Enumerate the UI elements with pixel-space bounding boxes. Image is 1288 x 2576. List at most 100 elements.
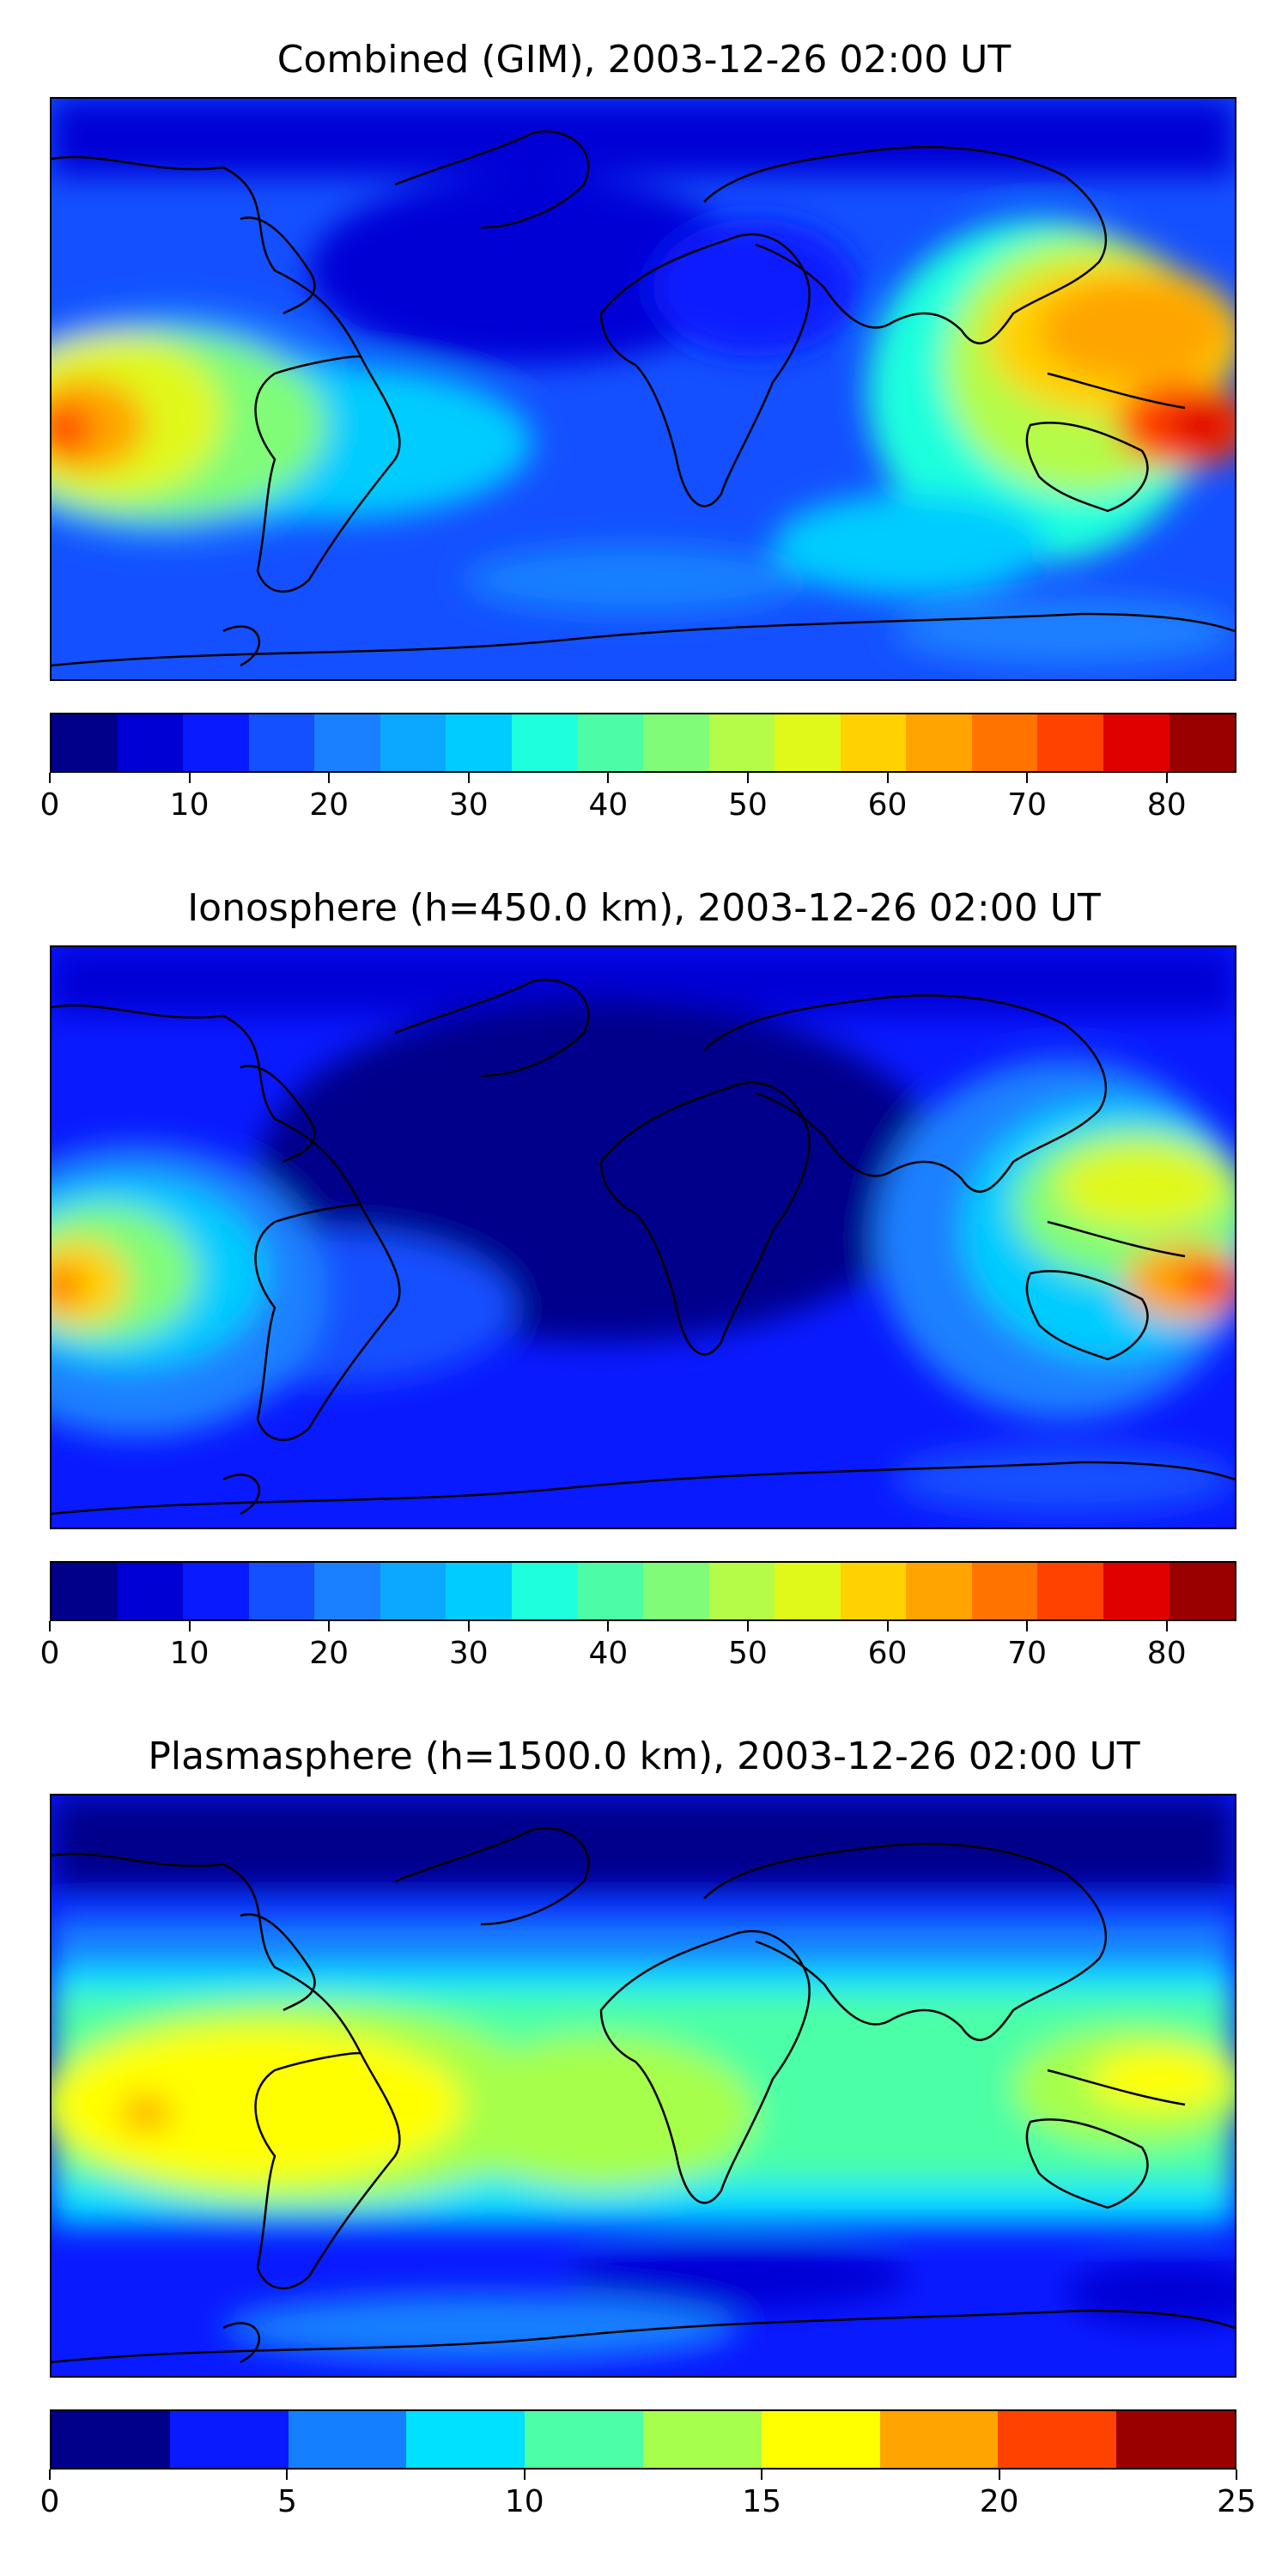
map-plasmasphere — [50, 1794, 1236, 2378]
colorbar-tick — [328, 1621, 331, 1631]
colorbar-tick — [1026, 1621, 1029, 1631]
colorbar-tick-label: 50 — [728, 787, 768, 823]
colorbar-tick — [49, 2470, 51, 2480]
colorbar-ticks-combined: 0 10 20 30 40 50 60 70 80 — [40, 773, 1236, 824]
colorbar-segment — [840, 1563, 907, 1619]
colorbar-tick — [467, 773, 470, 783]
colorbar-segment — [525, 2411, 643, 2468]
colorbar-segment — [406, 2411, 526, 2468]
colorbar-tick-label: 0 — [39, 1636, 60, 1671]
colorbar-segment — [642, 2411, 762, 2468]
colorbar-tick-label: 40 — [588, 787, 629, 823]
colorbar-segment — [971, 1563, 1038, 1619]
colorbar-tick-label: 10 — [169, 787, 210, 823]
coastlines — [52, 130, 1235, 667]
colorbar-segment — [117, 1563, 184, 1619]
colorbar-tick — [188, 773, 191, 783]
colorbar-tick-label: 60 — [867, 787, 908, 823]
colorbar-tick — [1165, 1621, 1168, 1631]
tec-map-plasmasphere — [52, 1795, 1235, 2376]
colorbar-segment — [840, 714, 907, 771]
colorbar-segment — [708, 1563, 775, 1619]
colorbar-segment — [169, 2411, 289, 2468]
colorbar-segment — [1169, 1563, 1236, 1619]
colorbar-tick — [188, 1621, 191, 1631]
colorbar-tick-label: 20 — [309, 787, 349, 823]
colorbar-segment — [248, 1563, 315, 1619]
colorbar-segment — [761, 2411, 880, 2468]
colorbar-tick-label: 80 — [1146, 1636, 1187, 1671]
map-ionosphere — [50, 945, 1236, 1529]
colorbar-tick-label: 20 — [979, 2484, 1019, 2519]
colorbar-tick — [1236, 2470, 1237, 2480]
colorbar-segment — [446, 1563, 512, 1619]
colorbar-segment — [643, 714, 709, 771]
tec-map-combined — [52, 99, 1235, 679]
colorbar-tick — [49, 773, 51, 783]
colorbar-tick-label: 50 — [728, 1636, 768, 1671]
colorbar-tick — [467, 1621, 470, 1631]
colorbar-tick-label: 25 — [1217, 2484, 1256, 2519]
colorbar-segment — [577, 1563, 644, 1619]
colorbar-tick-label: 10 — [504, 2484, 544, 2519]
colorbar-segment — [314, 714, 380, 771]
colorbar-segment — [1103, 714, 1170, 771]
panel-title-combined: Combined (GIM), 2003-12-26 02:00 UT — [276, 38, 1012, 82]
colorbar-tick — [607, 773, 610, 783]
colorbar-segment — [117, 714, 184, 771]
colorbar-tick — [746, 1621, 749, 1631]
colorbar-segment — [906, 1563, 972, 1619]
colorbar-ionosphere — [50, 1561, 1236, 1621]
colorbar-segment — [1037, 714, 1103, 771]
coastlines — [52, 978, 1235, 1516]
colorbar-tick — [1026, 773, 1029, 783]
colorbar-segment — [1116, 2411, 1235, 2468]
colorbar-tick-label: 70 — [1007, 787, 1048, 823]
colorbar-tick-label: 10 — [169, 1636, 210, 1671]
colorbar-segment — [775, 1563, 841, 1619]
colorbar-segment — [52, 1563, 118, 1619]
colorbar-segment — [511, 714, 578, 771]
map-combined — [50, 97, 1236, 681]
colorbar-tick — [886, 773, 889, 783]
colorbar-tick-label: 20 — [309, 1636, 349, 1671]
colorbar-plasmasphere — [50, 2409, 1236, 2470]
colorbar-tick-label: 30 — [448, 787, 489, 823]
colorbar-segment — [248, 714, 315, 771]
colorbar-tick — [998, 2470, 1000, 2480]
coastlines — [52, 1826, 1235, 2364]
colorbar-tick-label: 60 — [867, 1636, 908, 1671]
tec-map-ionosphere — [52, 947, 1235, 1528]
colorbar-segment — [52, 2411, 170, 2468]
colorbar-segment — [52, 714, 118, 771]
colorbar-tick-label: 0 — [39, 2484, 60, 2519]
colorbar-segment — [998, 2411, 1117, 2468]
colorbar-tick-label: 30 — [448, 1636, 489, 1671]
colorbar-segment — [879, 2411, 999, 2468]
colorbar-ticks-plasmasphere: 0 5 10 15 20 25 — [40, 2470, 1256, 2521]
colorbar-tick — [1165, 773, 1168, 783]
colorbar-tick — [886, 1621, 889, 1631]
colorbar-combined — [50, 713, 1236, 773]
colorbar-tick — [49, 1621, 51, 1631]
colorbar-segment — [380, 714, 447, 771]
colorbar-tick-label: 80 — [1146, 787, 1187, 823]
colorbar-segment — [314, 1563, 380, 1619]
colorbar-tick-label: 5 — [276, 2484, 297, 2519]
colorbar-tick — [761, 2470, 763, 2480]
colorbar-tick — [746, 773, 749, 783]
panel-title-ionosphere: Ionosphere (h=450.0 km), 2003-12-26 02:0… — [187, 886, 1101, 930]
colorbar-segment — [1169, 714, 1236, 771]
colorbar-segment — [183, 714, 249, 771]
colorbar-segment — [577, 714, 644, 771]
colorbar-segment — [1103, 1563, 1170, 1619]
colorbar-segment — [1037, 1563, 1103, 1619]
colorbar-segment — [511, 1563, 578, 1619]
colorbar-tick — [523, 2470, 526, 2480]
colorbar-segment — [643, 1563, 709, 1619]
colorbar-segment — [183, 1563, 249, 1619]
colorbar-tick — [328, 773, 331, 783]
colorbar-segment — [288, 2411, 407, 2468]
colorbar-tick — [607, 1621, 610, 1631]
colorbar-segment — [380, 1563, 447, 1619]
